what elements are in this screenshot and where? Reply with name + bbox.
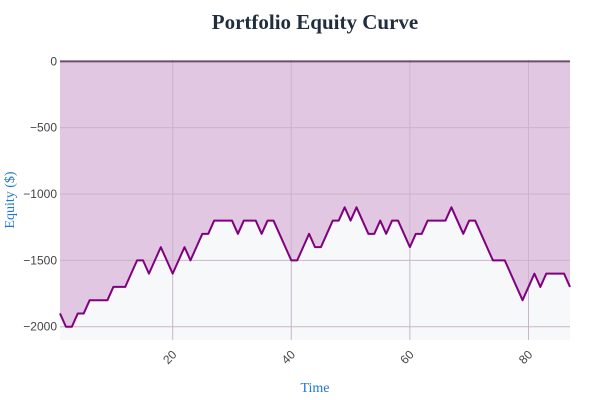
equity-line — [59, 206, 571, 328]
x-axis-label: Time — [300, 381, 329, 396]
y-tick-label: −2000 — [23, 320, 57, 334]
x-tick-label: 60 — [397, 347, 417, 367]
y-tick-label: −1000 — [23, 187, 57, 201]
x-tick-label: 80 — [516, 347, 536, 367]
plot-area[interactable] — [59, 60, 571, 340]
y-axis-ticks: 0 −500 −1000 −1500 −2000 — [23, 54, 57, 333]
y-tick-label: −1500 — [23, 253, 57, 267]
grid-lines — [60, 60, 570, 340]
x-tick-label: 40 — [279, 347, 299, 367]
x-tick-label: 20 — [160, 347, 180, 367]
chart-title: Portfolio Equity Curve — [212, 10, 418, 34]
y-tick-label: 0 — [50, 54, 57, 68]
y-axis-label: Equity ($) — [3, 171, 18, 228]
y-tick-label: −500 — [30, 121, 57, 135]
x-axis-ticks: 20 40 60 80 — [160, 347, 535, 367]
